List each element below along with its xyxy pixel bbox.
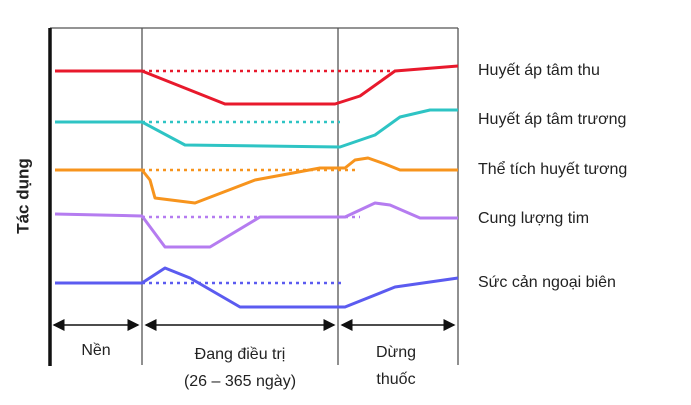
curve-plasma-volume xyxy=(55,156,458,205)
curve-peripheral-resistance xyxy=(55,266,459,309)
curves xyxy=(54,64,459,309)
phase-label: Dừng xyxy=(376,344,416,361)
series-label: Cung lượng tim xyxy=(478,210,589,227)
series-label: Sức cản ngoại biên xyxy=(478,274,616,291)
series-label: Huyết áp tâm trương xyxy=(478,111,626,128)
phase-label: thuốc xyxy=(376,371,415,388)
curve-diastolic xyxy=(55,108,458,149)
curve-systolic xyxy=(55,64,459,106)
curve-cardiac-output xyxy=(54,201,458,249)
phase-label: Nền xyxy=(81,342,110,359)
series-label: Thể tích huyết tương xyxy=(478,160,627,178)
phase-label: Đang điều trị xyxy=(195,346,286,363)
phase-label: (26 – 365 ngày) xyxy=(184,373,296,390)
series-label: Huyết áp tâm thu xyxy=(478,62,600,79)
y-axis-label: Tác dụng xyxy=(13,158,32,234)
